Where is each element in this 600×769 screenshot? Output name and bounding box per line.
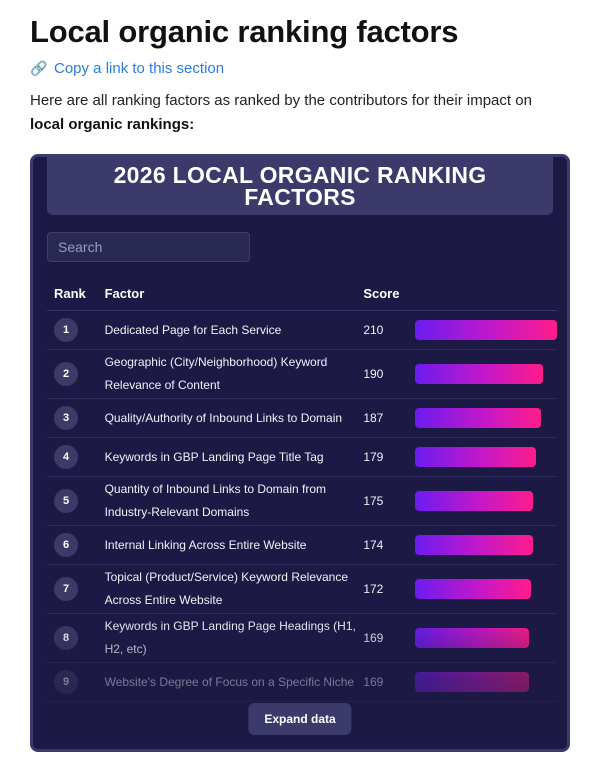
table-header-row: Rank Factor Score — [47, 276, 557, 311]
banner-title: 2026 LOCAL ORGANIC RANKING FACTORS — [113, 162, 487, 210]
rank-badge: 8 — [54, 626, 78, 650]
ranking-factors-card: 2026 LOCAL ORGANIC RANKING FACTORS Rank … — [30, 154, 570, 752]
rank-cell: 3 — [47, 398, 105, 438]
score-bar-track — [415, 320, 557, 340]
score-cell: 190 — [363, 349, 415, 399]
rank-badge: 3 — [54, 406, 78, 430]
score-bar — [415, 364, 543, 384]
bar-header — [415, 276, 557, 311]
table-row: 3 Quality/Authority of Inbound Links to D… — [47, 398, 557, 438]
intro-bold: local organic rankings: — [30, 116, 195, 133]
table-body: 1 Dedicated Page for Each Service 210 2 Geog… — [47, 310, 557, 702]
section-title: Local organic ranking factors — [30, 14, 459, 49]
score-cell: 187 — [363, 398, 415, 438]
factor-cell: Internal Linking Across Entire Website — [104, 525, 364, 565]
rank-cell: 9 — [47, 662, 105, 702]
copy-link[interactable]: 🔗 Copy a link to this section — [30, 60, 570, 77]
rank-cell: 7 — [47, 564, 105, 614]
score-cell: 179 — [363, 437, 415, 477]
intro-text: Here are all ranking factors as ranked b… — [30, 89, 570, 137]
table-row: 2 Geographic (City/Neighborhood) Keyword … — [47, 349, 557, 399]
table-row: 7 Topical (Product/Service) Keyword Relev… — [47, 564, 557, 614]
score-bar-track — [415, 535, 557, 555]
score-bar — [415, 628, 529, 648]
score-bar-track — [415, 364, 557, 384]
score-cell: 210 — [363, 310, 415, 350]
rank-badge: 4 — [54, 445, 78, 469]
rank-header[interactable]: Rank — [47, 276, 105, 311]
table-row: 9 Website's Degree of Focus on a Specific… — [47, 662, 557, 702]
factor-cell: Keywords in GBP Landing Page Title Tag — [104, 437, 364, 477]
score-bar-cell — [415, 613, 557, 663]
score-bar-track — [415, 447, 557, 467]
table-row: 8 Keywords in GBP Landing Page Headings (… — [47, 613, 557, 663]
rank-badge: 9 — [54, 670, 78, 694]
factor-cell: Dedicated Page for Each Service — [104, 310, 364, 350]
factor-cell: Quality/Authority of Inbound Links to Do… — [104, 398, 364, 438]
rank-cell: 6 — [47, 525, 105, 565]
rank-cell: 4 — [47, 437, 105, 477]
score-cell: 174 — [363, 525, 415, 565]
score-bar — [415, 579, 531, 599]
table-row: 4 Keywords in GBP Landing Page Title Tag 1… — [47, 437, 557, 477]
rank-badge: 6 — [54, 533, 78, 557]
intro-prefix: Here are all ranking factors as ranked b… — [30, 92, 532, 109]
score-bar — [415, 447, 536, 467]
score-cell: 169 — [363, 662, 415, 702]
page: Local organic ranking factors 🔗 Copy a l… — [30, 14, 570, 752]
score-bar-cell — [415, 437, 557, 477]
rank-badge: 5 — [54, 489, 78, 513]
rank-cell: 8 — [47, 613, 105, 663]
factor-cell: Geographic (City/Neighborhood) Keyword R… — [104, 349, 364, 399]
factor-cell: Quantity of Inbound Links to Domain from… — [104, 476, 364, 526]
score-bar — [415, 491, 533, 511]
score-bar-cell — [415, 398, 557, 438]
score-bar-track — [415, 672, 557, 692]
score-bar-track — [415, 628, 557, 648]
score-bar — [415, 320, 557, 340]
score-bar-track — [415, 491, 557, 511]
score-cell: 175 — [363, 476, 415, 526]
factor-cell: Keywords in GBP Landing Page Headings (H… — [104, 613, 364, 663]
score-cell: 169 — [363, 613, 415, 663]
table-row: 5 Quantity of Inbound Links to Domain fro… — [47, 476, 557, 526]
score-bar — [415, 672, 529, 692]
factor-cell: Website's Degree of Focus on a Specific … — [104, 662, 364, 702]
search-input[interactable] — [47, 232, 250, 262]
rank-cell: 2 — [47, 349, 105, 399]
rank-badge: 1 — [54, 318, 78, 342]
score-bar-track — [415, 408, 557, 428]
link-icon: 🔗 — [30, 60, 48, 76]
score-bar — [415, 535, 533, 555]
expand-data-button[interactable]: Expand data — [248, 703, 352, 735]
score-bar-cell — [415, 476, 557, 526]
score-bar-cell — [415, 525, 557, 565]
score-bar — [415, 408, 541, 428]
score-bar-cell — [415, 349, 557, 399]
score-bar-cell — [415, 564, 557, 614]
table-row: 6 Internal Linking Across Entire Website 1… — [47, 525, 557, 565]
rank-cell: 1 — [47, 310, 105, 350]
score-bar-cell — [415, 310, 557, 350]
factor-cell: Topical (Product/Service) Keyword Releva… — [104, 564, 364, 614]
table-row: 1 Dedicated Page for Each Service 210 — [47, 310, 557, 350]
rank-badge: 2 — [54, 362, 78, 386]
banner: 2026 LOCAL ORGANIC RANKING FACTORS — [47, 157, 553, 215]
score-bar-cell — [415, 662, 557, 702]
factors-table: Rank Factor Score 1 Dedicated Page for Ea… — [47, 276, 557, 702]
rank-cell: 5 — [47, 476, 105, 526]
score-header[interactable]: Score — [363, 276, 415, 311]
rank-badge: 7 — [54, 577, 78, 601]
score-bar-track — [415, 579, 557, 599]
copy-link-label[interactable]: Copy a link to this section — [54, 60, 225, 77]
score-cell: 172 — [363, 564, 415, 614]
factor-header[interactable]: Factor — [104, 276, 364, 311]
